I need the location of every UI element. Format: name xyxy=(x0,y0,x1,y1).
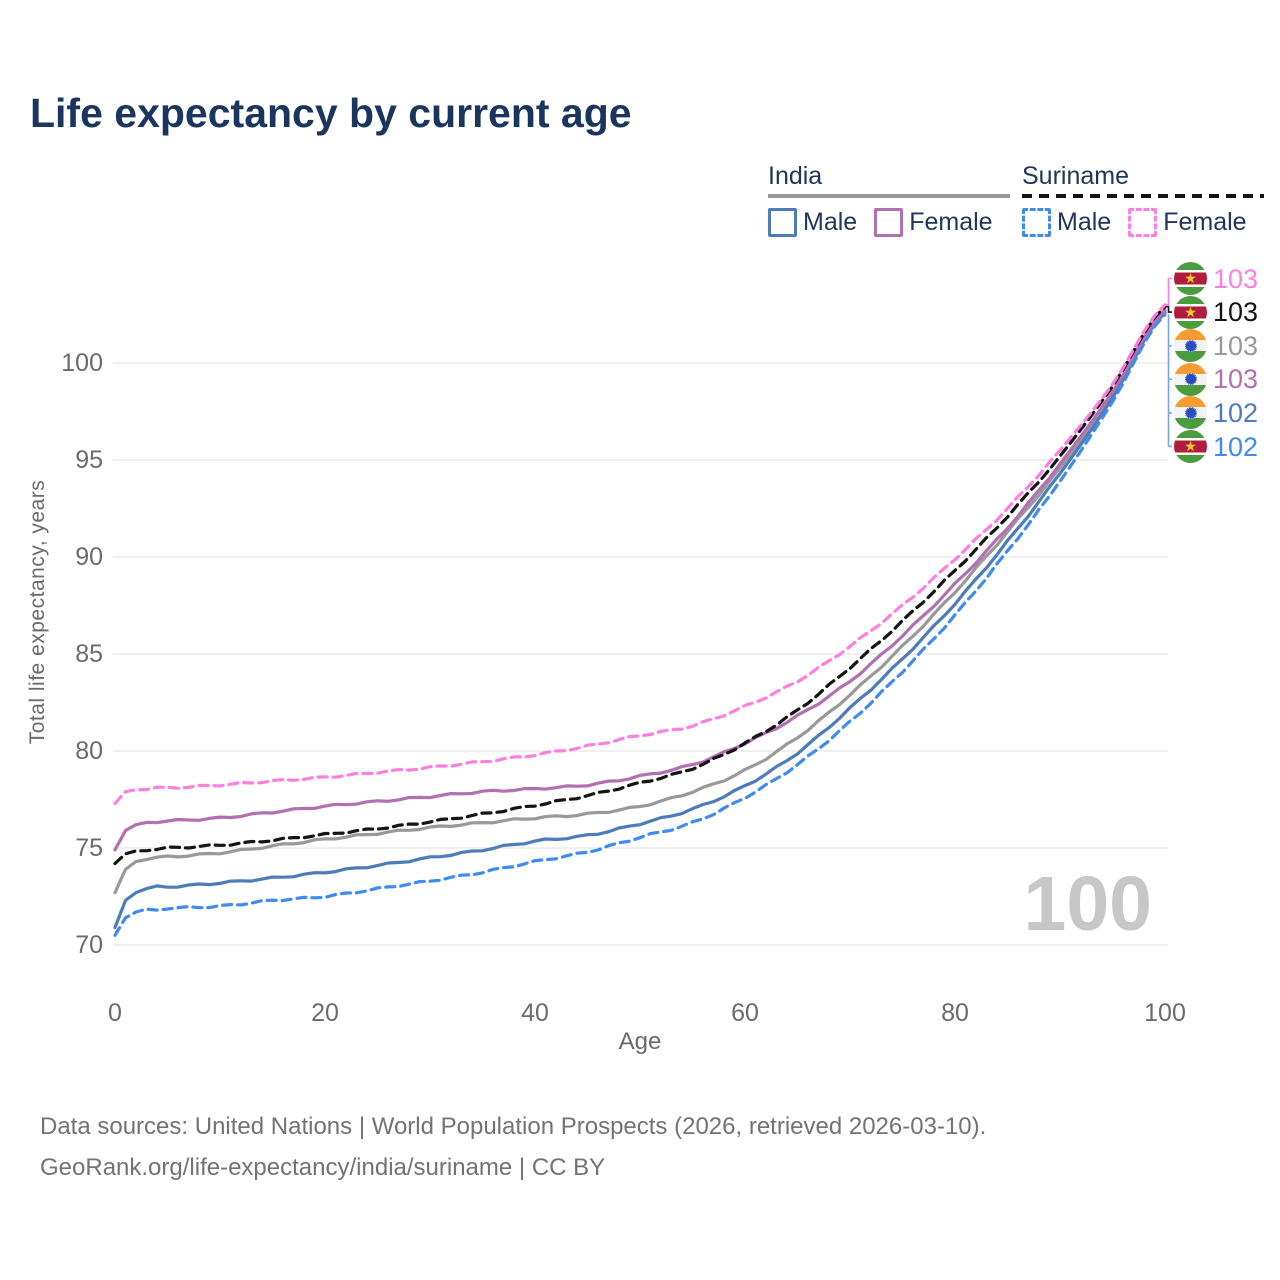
end-label-suriname-total: ★ 103 xyxy=(1174,295,1258,329)
end-label-india-total: 103 xyxy=(1174,329,1258,363)
end-value-india-male: 102 xyxy=(1213,397,1259,428)
legend-suriname-line-swatch xyxy=(1022,194,1264,198)
suriname-female-swatch xyxy=(1128,208,1158,237)
line-suriname-female xyxy=(113,303,1167,805)
end-label-india-female: 103 xyxy=(1174,362,1258,396)
legend-group-suriname: Suriname Male Female xyxy=(1022,162,1264,237)
footer-attribution: GeoRank.org/life-expectancy/india/surina… xyxy=(40,1154,606,1181)
india-male-label: Male xyxy=(803,208,858,236)
india-flag-icon xyxy=(1174,329,1207,363)
legend-country-india[interactable]: India xyxy=(768,162,1010,198)
x-tick-0: 0 xyxy=(108,999,122,1027)
page-title: Life expectancy by current age xyxy=(30,90,632,136)
legend-country-suriname-label: Suriname xyxy=(1022,162,1129,190)
legend-item-suriname-male[interactable]: Male xyxy=(1022,208,1111,237)
chakra-icon xyxy=(1184,339,1197,352)
x-axis-title: Age xyxy=(618,1028,662,1055)
end-label-suriname-female: ★ 103 xyxy=(1174,262,1258,296)
legend-india-line-swatch xyxy=(768,194,1010,198)
chakra-icon xyxy=(1184,406,1197,419)
legend-group-india: India Male Female xyxy=(768,162,1010,237)
y-tick-100: 100 xyxy=(61,349,103,377)
star-icon: ★ xyxy=(1184,270,1197,286)
end-label-suriname-male: ★ 102 xyxy=(1174,430,1258,464)
connector-suriname-female xyxy=(1165,277,1172,306)
x-tick-100: 100 xyxy=(1144,999,1186,1027)
x-tick-80: 80 xyxy=(941,999,969,1027)
end-value-suriname-total: 103 xyxy=(1213,297,1259,328)
suriname-male-label: Male xyxy=(1057,208,1112,236)
y-tick-95: 95 xyxy=(75,446,103,474)
india-female-label: Female xyxy=(909,208,993,236)
end-value-india-female: 103 xyxy=(1213,364,1259,395)
india-female-swatch xyxy=(874,208,904,237)
india-male-swatch xyxy=(768,208,797,237)
legend-country-suriname[interactable]: Suriname xyxy=(1022,162,1264,198)
end-label-india-male: 102 xyxy=(1174,396,1258,430)
y-tick-70: 70 xyxy=(75,931,103,959)
suriname-flag-icon: ★ xyxy=(1174,295,1207,329)
y-tick-75: 75 xyxy=(75,834,103,862)
y-tick-90: 90 xyxy=(75,543,103,571)
footer-data-sources: Data sources: United Nations | World Pop… xyxy=(40,1113,987,1140)
legend-item-india-female[interactable]: Female xyxy=(874,208,993,237)
line-suriname-total xyxy=(113,305,1167,866)
line-india-female xyxy=(113,309,1167,852)
y-axis-title: Total life expectancy, years xyxy=(26,479,49,745)
x-tick-60: 60 xyxy=(731,999,759,1027)
legend-country-india-label: India xyxy=(768,162,823,190)
age-indicator-watermark: 100 xyxy=(1023,861,1152,947)
suriname-female-label: Female xyxy=(1163,208,1247,236)
suriname-flag-icon: ★ xyxy=(1174,430,1207,463)
legend-item-suriname-female[interactable]: Female xyxy=(1128,208,1247,237)
y-tick-85: 85 xyxy=(75,640,103,668)
footer: Data sources: United Nations | World Pop… xyxy=(40,1106,986,1188)
end-value-suriname-male: 102 xyxy=(1213,431,1259,462)
legend-item-india-male[interactable]: Male xyxy=(768,208,857,237)
x-tick-20: 20 xyxy=(311,999,339,1027)
star-icon: ★ xyxy=(1184,303,1197,320)
end-value-india-total: 103 xyxy=(1213,330,1259,361)
line-india-male xyxy=(113,311,1167,930)
end-value-suriname-female: 103 xyxy=(1213,263,1259,294)
suriname-male-swatch xyxy=(1022,208,1051,237)
india-flag-icon xyxy=(1174,396,1207,430)
connector-suriname-total xyxy=(1165,305,1172,313)
star-icon: ★ xyxy=(1184,438,1197,454)
line-suriname-male xyxy=(113,312,1167,937)
connector-bracket xyxy=(1167,314,1172,448)
x-tick-40: 40 xyxy=(521,999,549,1027)
y-tick-80: 80 xyxy=(75,737,103,765)
chakra-icon xyxy=(1184,373,1197,386)
india-flag-icon xyxy=(1174,362,1207,396)
line-india-total xyxy=(113,308,1167,895)
suriname-flag-icon: ★ xyxy=(1174,262,1207,295)
